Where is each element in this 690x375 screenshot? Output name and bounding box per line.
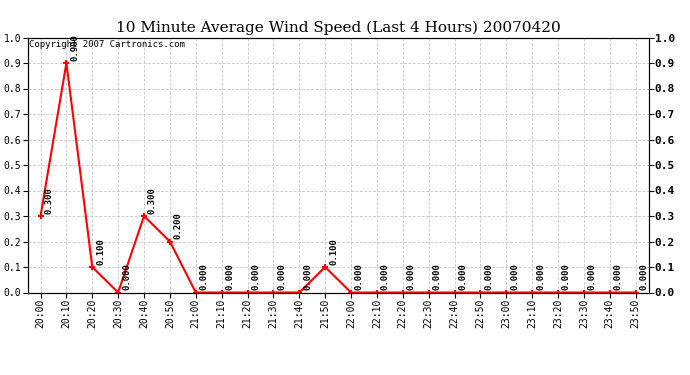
Text: 0.000: 0.000 [355, 264, 364, 291]
Text: 0.000: 0.000 [536, 264, 545, 291]
Text: 0.100: 0.100 [96, 238, 105, 265]
Text: 0.000: 0.000 [381, 264, 390, 291]
Text: 0.000: 0.000 [458, 264, 467, 291]
Text: 0.000: 0.000 [640, 264, 649, 291]
Text: 0.000: 0.000 [199, 264, 208, 291]
Text: 0.100: 0.100 [329, 238, 338, 265]
Title: 10 Minute Average Wind Speed (Last 4 Hours) 20070420: 10 Minute Average Wind Speed (Last 4 Hou… [116, 21, 560, 35]
Text: 0.200: 0.200 [174, 213, 183, 240]
Text: 0.000: 0.000 [613, 264, 622, 291]
Text: 0.000: 0.000 [277, 264, 286, 291]
Text: 0.000: 0.000 [510, 264, 519, 291]
Text: 0.000: 0.000 [484, 264, 493, 291]
Text: 0.000: 0.000 [122, 264, 131, 291]
Text: 0.900: 0.900 [70, 34, 79, 61]
Text: 0.000: 0.000 [303, 264, 312, 291]
Text: Copyright 2007 Cartronics.com: Copyright 2007 Cartronics.com [29, 40, 185, 49]
Text: 0.000: 0.000 [226, 264, 235, 291]
Text: 0.300: 0.300 [148, 187, 157, 214]
Text: 0.000: 0.000 [562, 264, 571, 291]
Text: 0.300: 0.300 [44, 187, 53, 214]
Text: 0.000: 0.000 [406, 264, 415, 291]
Text: 0.000: 0.000 [433, 264, 442, 291]
Text: 0.000: 0.000 [251, 264, 260, 291]
Text: 0.000: 0.000 [588, 264, 597, 291]
